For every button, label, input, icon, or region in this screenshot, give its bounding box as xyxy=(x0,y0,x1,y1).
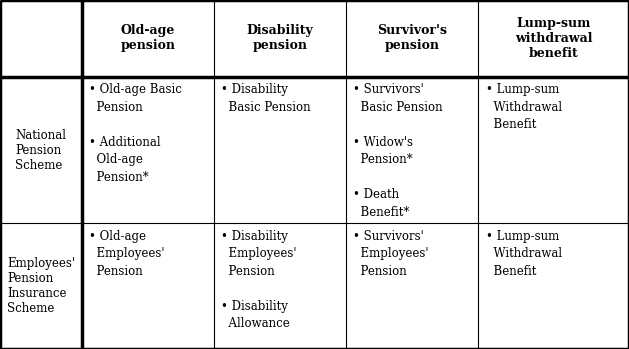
Text: • Survivors'
  Employees'
  Pension: • Survivors' Employees' Pension xyxy=(353,230,429,278)
Text: • Lump-sum
  Withdrawal
  Benefit: • Lump-sum Withdrawal Benefit xyxy=(486,83,562,131)
Text: Disability
pension: Disability pension xyxy=(247,24,313,52)
Text: • Disability
  Basic Pension: • Disability Basic Pension xyxy=(221,83,311,113)
Text: Employees'
Pension
Insurance
Scheme: Employees' Pension Insurance Scheme xyxy=(7,257,75,315)
Text: • Survivors'
  Basic Pension

• Widow's
  Pension*

• Death
  Benefit*: • Survivors' Basic Pension • Widow's Pen… xyxy=(353,83,443,218)
Text: • Lump-sum
  Withdrawal
  Benefit: • Lump-sum Withdrawal Benefit xyxy=(486,230,562,278)
Text: • Old-age
  Employees'
  Pension: • Old-age Employees' Pension xyxy=(89,230,165,278)
Text: National
Pension
Scheme: National Pension Scheme xyxy=(15,128,67,172)
Text: • Old-age Basic
  Pension

• Additional
  Old-age
  Pension*: • Old-age Basic Pension • Additional Old… xyxy=(89,83,182,184)
Text: Old-age
pension: Old-age pension xyxy=(120,24,175,52)
Text: Lump-sum
withdrawal
benefit: Lump-sum withdrawal benefit xyxy=(515,17,593,60)
Text: • Disability
  Employees'
  Pension

• Disability
  Allowance: • Disability Employees' Pension • Disabi… xyxy=(221,230,297,330)
Text: Survivor's
pension: Survivor's pension xyxy=(377,24,447,52)
